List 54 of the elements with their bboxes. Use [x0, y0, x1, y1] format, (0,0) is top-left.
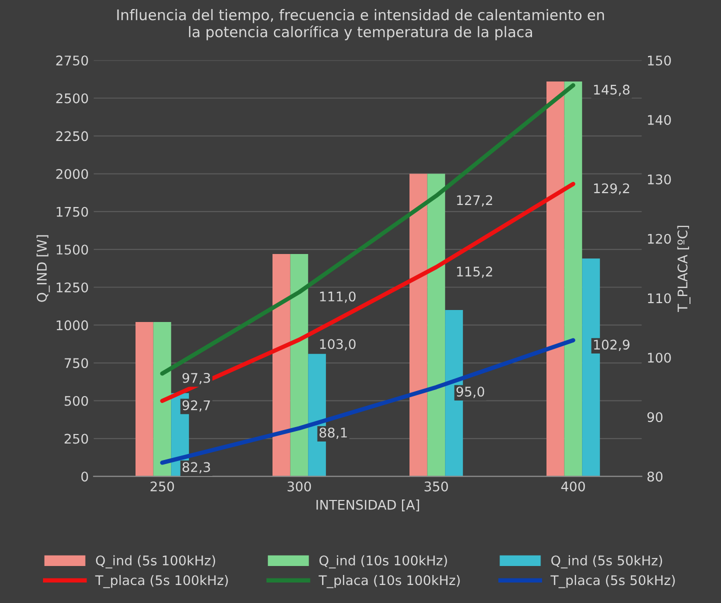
bar: [290, 254, 308, 476]
data-label: 129,2: [594, 183, 630, 195]
y-axis-title: Q_IND [W]: [36, 235, 50, 302]
y-tick-label: 2500: [56, 93, 88, 104]
legend-label: T_placa (5s 100kHz): [95, 574, 228, 588]
y-tick-label: 2750: [56, 56, 88, 66]
legend-label: Q_ind (5s 100kHz): [96, 555, 216, 568]
x-tick-label: 400: [561, 481, 585, 492]
y2-tick-label: 80: [647, 472, 662, 482]
y2-tick-label: 130: [648, 174, 671, 184]
x-tick-label: 350: [424, 481, 448, 492]
y-tick-label: 1750: [56, 206, 88, 217]
data-label: 127,2: [457, 195, 492, 207]
data-label: 111,0: [320, 292, 356, 303]
y-tick-label: 500: [64, 396, 88, 406]
data-label: 145,8: [594, 84, 630, 96]
data-label: 88,1: [320, 428, 347, 439]
bar: [546, 81, 564, 476]
y-tick-label: 250: [64, 434, 88, 444]
y2-tick-label: 90: [647, 412, 662, 422]
bar: [564, 81, 582, 476]
data-label: 102,9: [594, 340, 630, 351]
y-tick-label: 2250: [56, 131, 88, 142]
chart-title: Influencia del tiempo, frecuencia e intensidad de calentamiento en la potencia calorífica y temperatura de la placa: [117, 9, 604, 40]
legend-label: Q_ind (5s 50kHz): [551, 555, 662, 568]
bar: [272, 254, 290, 476]
x-tick-label: 300: [288, 481, 311, 492]
y2-tick-label: 120: [648, 234, 671, 244]
bar: [427, 174, 446, 476]
bar: [136, 322, 154, 476]
legend-label: Q_ind (10s 100kHz): [319, 555, 447, 568]
y-tick-label: 1000: [56, 320, 88, 330]
bar: [153, 322, 172, 476]
data-label: 115,2: [457, 266, 492, 278]
y2-tick-label: 110: [648, 293, 671, 304]
y-tick-label: 1250: [56, 282, 88, 292]
data-label: 82,3: [182, 462, 210, 474]
legend-label: T_placa (5s 50kHz): [550, 574, 675, 588]
y-tick-label: 2000: [56, 168, 88, 179]
y2-tick-label: 140: [648, 114, 671, 125]
legend-label: T_placa (10s 100kHz): [318, 574, 460, 588]
x-tick-label: 250: [150, 481, 174, 492]
bar: [409, 174, 428, 476]
data-label: 95,0: [456, 386, 484, 398]
y2-tick-label: 100: [648, 352, 671, 363]
y-tick-label: 0: [81, 472, 88, 482]
y-tick-label: 750: [64, 358, 88, 368]
y2-axis-title: T_PLACA [ºC]: [677, 226, 690, 312]
y2-tick-label: 150: [648, 56, 671, 66]
x-axis-title: INTENSIDAD [A]: [316, 500, 420, 512]
data-label: 97,3: [182, 372, 210, 384]
data-label: 92,7: [182, 400, 210, 412]
y-tick-label: 1500: [56, 244, 88, 255]
data-label: 103,0: [320, 339, 356, 350]
